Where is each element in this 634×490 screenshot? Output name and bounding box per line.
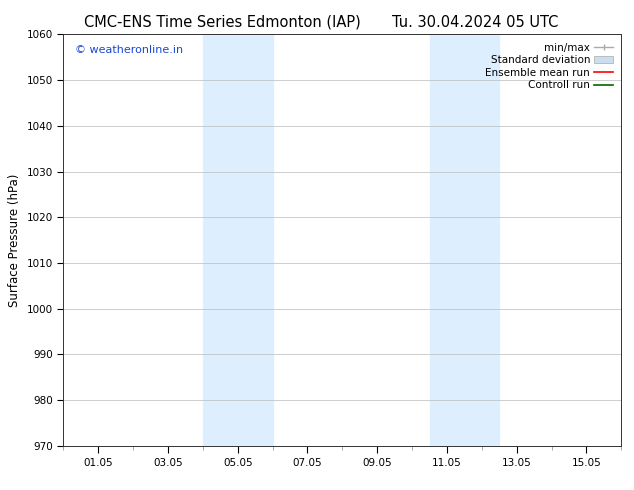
Text: Tu. 30.04.2024 05 UTC: Tu. 30.04.2024 05 UTC <box>392 15 559 30</box>
Y-axis label: Surface Pressure (hPa): Surface Pressure (hPa) <box>8 173 21 307</box>
Text: © weatheronline.in: © weatheronline.in <box>75 45 183 54</box>
Legend: min/max, Standard deviation, Ensemble mean run, Controll run: min/max, Standard deviation, Ensemble me… <box>482 40 616 94</box>
Bar <box>429 34 500 446</box>
Text: CMC-ENS Time Series Edmonton (IAP): CMC-ENS Time Series Edmonton (IAP) <box>84 15 360 30</box>
Bar <box>203 34 273 446</box>
